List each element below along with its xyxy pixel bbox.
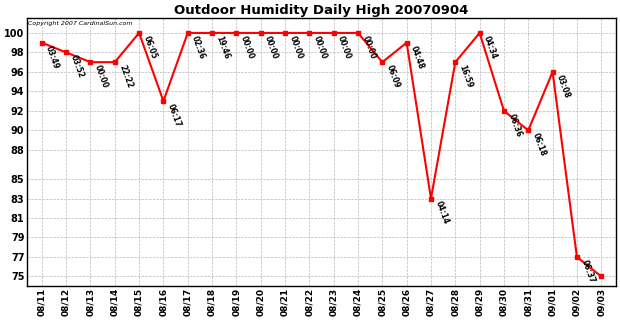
Text: 04:34: 04:34	[482, 35, 498, 60]
Text: 06:09: 06:09	[385, 64, 402, 89]
Text: 02:36: 02:36	[190, 35, 207, 60]
Text: Copyright 2007 CardinalSun.com: Copyright 2007 CardinalSun.com	[29, 21, 133, 26]
Text: 19:46: 19:46	[215, 35, 231, 60]
Text: 00:00: 00:00	[312, 35, 329, 60]
Text: 06:18: 06:18	[531, 132, 547, 158]
Title: Outdoor Humidity Daily High 20070904: Outdoor Humidity Daily High 20070904	[174, 4, 469, 17]
Text: 00:00: 00:00	[93, 64, 110, 89]
Text: 00:00: 00:00	[239, 35, 255, 60]
Text: 04:14: 04:14	[433, 200, 450, 226]
Text: 03:08: 03:08	[555, 73, 572, 99]
Text: 04:48: 04:48	[409, 44, 426, 70]
Text: 00:00: 00:00	[360, 35, 377, 60]
Text: 16:59: 16:59	[458, 64, 474, 89]
Text: 03:52: 03:52	[69, 54, 85, 79]
Text: 06:37: 06:37	[579, 259, 596, 284]
Text: 00:00: 00:00	[336, 35, 353, 60]
Text: 03:49: 03:49	[44, 44, 61, 70]
Text: 00:00: 00:00	[263, 35, 280, 60]
Text: 06:36: 06:36	[507, 112, 523, 138]
Text: 22:22: 22:22	[117, 64, 134, 89]
Text: 06:05: 06:05	[141, 35, 158, 60]
Text: 00:00: 00:00	[288, 35, 304, 60]
Text: 06:17: 06:17	[166, 103, 183, 128]
